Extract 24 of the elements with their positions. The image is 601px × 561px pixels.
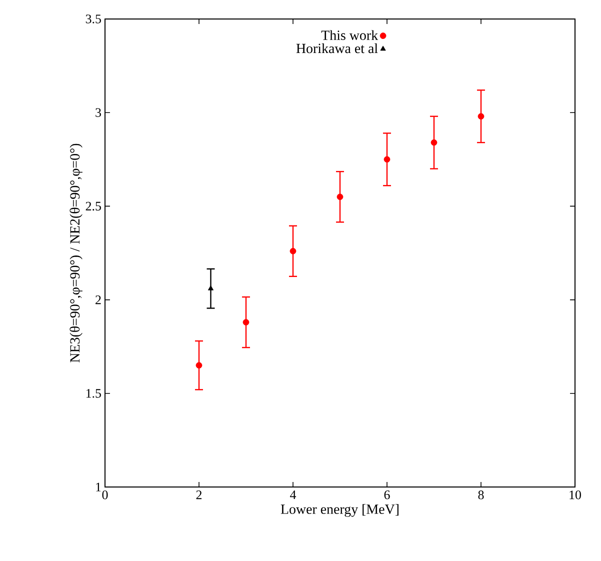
- point: [336, 194, 344, 200]
- point: [384, 156, 390, 163]
- legend-label: This work: [321, 30, 378, 40]
- legend-label: Horikawa et al: [296, 43, 378, 54]
- x-tick-label: 0: [102, 490, 108, 500]
- y-axis-title: NE3(θ=90°,φ=90°) / NE2(θ=90°,φ=0°): [70, 144, 82, 362]
- point: [196, 362, 202, 369]
- x-tick-label: 8: [478, 490, 484, 500]
- point: [290, 248, 296, 254]
- y-tick-label: 2: [96, 296, 101, 304]
- point: [208, 285, 214, 290]
- y-tick-label: 3: [96, 108, 101, 117]
- y-tick-label: 2.5: [86, 202, 101, 211]
- point: [478, 113, 484, 120]
- y-tick-label: 1: [96, 482, 101, 492]
- x-tick-label: 2: [196, 490, 202, 500]
- x-tick-label: 6: [384, 490, 390, 500]
- y-tick-label: 1.5: [86, 389, 101, 398]
- x-tick-label: 4: [290, 490, 296, 500]
- point: [242, 319, 250, 326]
- x-axis-title: Lower energy [MeV]: [280, 504, 398, 517]
- x-tick-label: 10: [570, 490, 581, 500]
- y-tick-label: 3.5: [86, 14, 101, 24]
- point: [430, 139, 438, 146]
